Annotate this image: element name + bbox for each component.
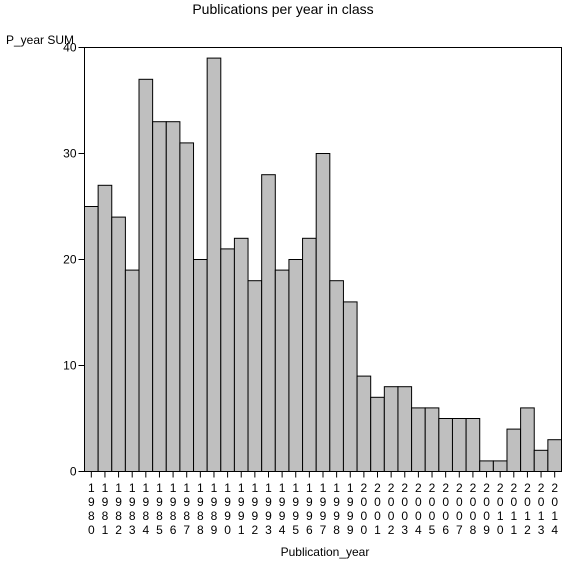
bar-2009 [479,460,494,472]
bar-2000 [356,375,372,473]
bar-1997 [315,153,331,472]
bar-1991 [233,237,249,472]
bar-1986 [165,121,181,472]
y-tick-label: 20 [63,253,77,267]
bar-1995 [288,259,304,472]
bar-1989 [206,57,222,472]
bar-1996 [302,237,317,472]
bar-2005 [424,407,440,472]
bar-1994 [274,269,290,472]
y-tick-label: 0 [70,465,77,479]
bar-2004 [411,407,426,472]
bar-2003 [397,386,413,473]
bar-1992 [247,280,263,473]
x-axis-label: Publication_year [281,545,370,559]
bar-1982 [111,216,126,472]
bar-1984 [138,78,154,473]
y-tick-label: 40 [63,41,77,55]
bar-2008 [465,418,481,472]
bar-2007 [451,418,467,472]
bars-group [84,57,562,473]
bar-1981 [97,184,113,473]
x-axis: 1 9 8 0 1 9 8 1 1 9 8 2 1 9 8 3 1 9 8 4 1 9 8 5 1 9 8 6 1 9 8 7 1 9 8 8 1 9 8 9… [88,471,558,537]
bar-1988 [193,259,208,472]
bar-2014 [547,439,562,473]
y-axis-label: P_year SUM [6,33,74,47]
bar-2010 [492,460,508,472]
bar-1985 [152,121,167,472]
bar-1983 [124,269,140,472]
y-axis: 0 10 20 30 40 [63,41,85,479]
bar-2012 [520,407,535,472]
plot-frame [84,47,562,472]
bar-2013 [533,449,549,472]
bar-1999 [342,301,358,472]
y-tick-label: 30 [63,147,77,161]
bar-1998 [329,280,344,473]
bar-1990 [220,248,235,472]
bar-1980 [84,206,99,472]
bar-2001 [370,396,385,472]
y-tick-label: 10 [63,359,77,373]
bar-1987 [179,142,195,472]
bar-2002 [383,386,399,473]
bar-2011 [506,428,522,473]
bar-1993 [261,174,276,472]
chart-title: Publications per year in class [192,1,373,17]
bar-2006 [438,418,453,472]
